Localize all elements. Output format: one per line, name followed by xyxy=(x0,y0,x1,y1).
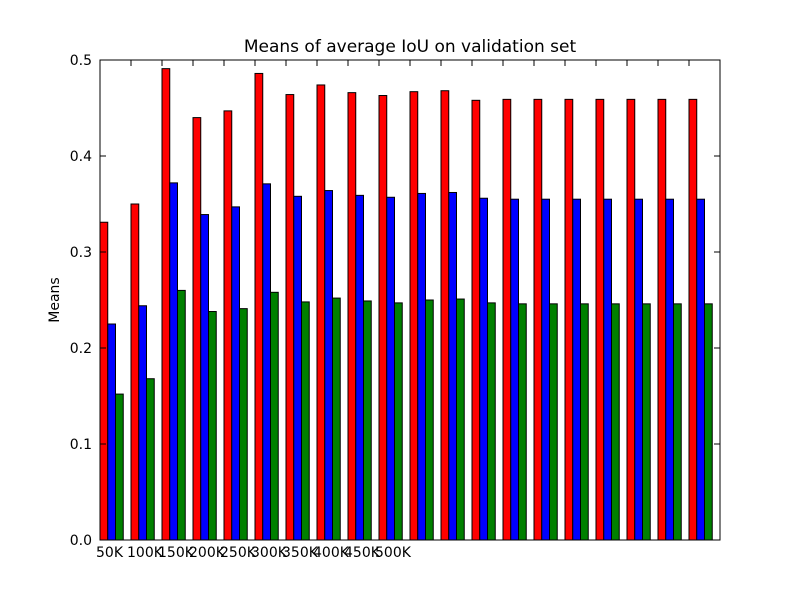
bar-series-1-cat-20 xyxy=(688,98,698,541)
bar-series-2-cat-3 xyxy=(169,182,178,541)
chart-title: Means of average IoU on validation set xyxy=(244,37,577,57)
x-tick-label: 150K xyxy=(158,545,195,561)
bar-series-2-cat-17 xyxy=(603,198,612,541)
bar-series-3-cat-3 xyxy=(177,289,186,541)
x-tick-label: 100K xyxy=(127,545,164,561)
bar-series-2-cat-5 xyxy=(231,206,240,541)
x-tick-label: 450K xyxy=(344,545,381,561)
bar-series-3-cat-18 xyxy=(642,303,651,541)
bar-series-1-cat-12 xyxy=(440,90,450,541)
bar-series-3-cat-5 xyxy=(239,308,248,541)
bar-series-1-cat-1 xyxy=(99,221,109,541)
bar-series-1-cat-16 xyxy=(564,98,574,541)
bar-series-2-cat-18 xyxy=(634,198,643,541)
bar-series-3-cat-13 xyxy=(487,302,496,541)
bar-series-3-cat-9 xyxy=(363,300,372,541)
bar-series-1-cat-10 xyxy=(378,95,388,541)
bar-series-2-cat-14 xyxy=(510,198,519,541)
x-tick-label: 200K xyxy=(189,545,226,561)
bar-series-1-cat-11 xyxy=(409,91,419,541)
y-tick-label: 0.2 xyxy=(70,341,92,357)
x-tick-label: 400K xyxy=(313,545,350,561)
bar-series-3-cat-8 xyxy=(332,297,341,541)
bar-series-3-cat-12 xyxy=(456,298,465,541)
bar-series-2-cat-15 xyxy=(541,198,550,541)
bar-series-2-cat-12 xyxy=(448,191,457,541)
bar-series-3-cat-14 xyxy=(518,303,527,541)
bar-series-2-cat-16 xyxy=(572,198,581,541)
bar-series-2-cat-7 xyxy=(293,195,302,541)
bar-series-1-cat-13 xyxy=(471,99,481,541)
bar-series-2-cat-4 xyxy=(200,214,209,541)
bar-series-2-cat-13 xyxy=(479,197,488,541)
bar-series-3-cat-11 xyxy=(425,299,434,541)
bar-series-1-cat-8 xyxy=(316,84,326,541)
y-axis: 0.0 0.1 0.2 0.3 0.4 0.5 xyxy=(70,53,720,549)
bar-series-1-cat-9 xyxy=(347,92,357,541)
bar-series-1-cat-7 xyxy=(285,94,295,541)
bar-series-3-cat-2 xyxy=(146,378,155,541)
bar-series-3-cat-1 xyxy=(115,393,124,541)
y-tick-label: 0.5 xyxy=(70,53,92,69)
bar-series-2-cat-20 xyxy=(696,198,705,541)
bar-series-2-cat-9 xyxy=(355,194,364,541)
bar-series-3-cat-19 xyxy=(673,303,682,541)
bar-series-2-cat-1 xyxy=(107,323,116,541)
bar-series-2-cat-6 xyxy=(262,183,271,541)
y-tick-label: 0.3 xyxy=(70,245,92,261)
bar-series-1-cat-18 xyxy=(626,98,636,541)
bar-series-2-cat-11 xyxy=(417,192,426,541)
bar-series-1-cat-19 xyxy=(657,98,667,541)
bar-series-3-cat-7 xyxy=(301,301,310,541)
bar-series-1-cat-15 xyxy=(533,98,543,541)
x-tick-label: 350K xyxy=(282,545,319,561)
bar-series-1-cat-4 xyxy=(192,117,202,541)
bar-series-1-cat-3 xyxy=(161,68,171,541)
bar-series-1-cat-6 xyxy=(254,72,264,541)
x-tick-label: 500K xyxy=(375,545,412,561)
bar-series-3-cat-4 xyxy=(208,311,217,541)
bar-series-3-cat-20 xyxy=(704,303,713,541)
bar-series-1-cat-2 xyxy=(130,203,140,541)
y-tick-label: 0.1 xyxy=(70,437,92,453)
bar-series-1-cat-14 xyxy=(502,98,512,541)
bar-series-1-cat-17 xyxy=(595,98,605,541)
bar-series-2-cat-19 xyxy=(665,198,674,541)
bar-series-3-cat-16 xyxy=(580,303,589,541)
bar-series-3-cat-6 xyxy=(270,291,279,541)
x-tick-label: 50K xyxy=(96,545,124,561)
bar-series-1-cat-5 xyxy=(223,110,233,541)
y-tick-label: 0.0 xyxy=(70,533,92,549)
y-axis-label: Means xyxy=(47,277,63,322)
bar-series-3-cat-17 xyxy=(611,303,620,541)
bar-series-3-cat-10 xyxy=(394,302,403,541)
y-tick-label: 0.4 xyxy=(70,149,92,165)
x-tick-label: 250K xyxy=(220,545,257,561)
bar-series-3-cat-15 xyxy=(549,303,558,541)
bar-series-2-cat-10 xyxy=(386,196,395,541)
bar-series-2-cat-2 xyxy=(138,305,147,541)
x-tick-label: 300K xyxy=(251,545,288,561)
bar-series-2-cat-8 xyxy=(324,190,333,541)
